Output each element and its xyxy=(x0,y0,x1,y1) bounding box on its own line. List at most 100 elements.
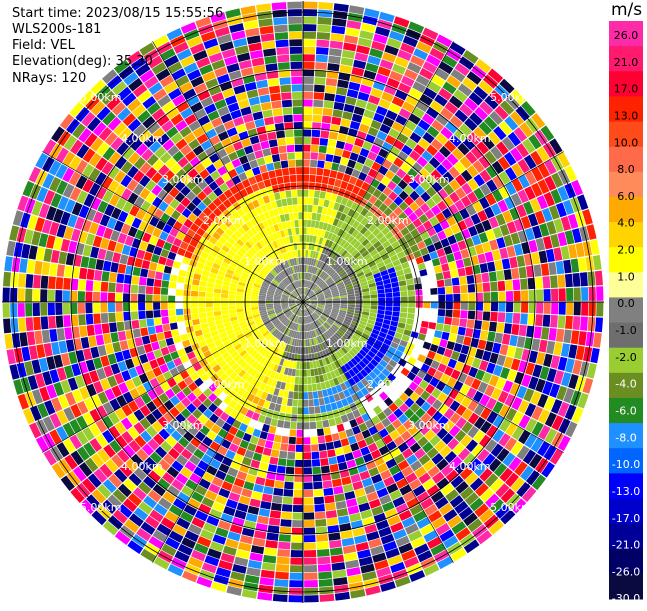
radial-bin xyxy=(289,213,294,220)
radial-bin xyxy=(138,294,145,302)
radial-bin xyxy=(311,145,319,152)
radial-bin xyxy=(105,343,114,354)
radial-bin xyxy=(253,484,264,493)
radial-bin xyxy=(485,252,494,263)
radial-bin xyxy=(332,433,340,441)
radial-bin xyxy=(264,117,274,125)
radial-bin xyxy=(296,445,303,452)
radial-bin xyxy=(465,266,473,275)
radial-bin xyxy=(336,501,347,510)
radial-bin xyxy=(580,272,588,286)
radial-bin xyxy=(303,92,313,99)
radial-bin xyxy=(311,137,319,145)
radial-bin xyxy=(539,340,548,353)
radial-bin xyxy=(443,271,451,279)
radial-bin xyxy=(458,268,466,277)
radial-bin xyxy=(86,314,94,325)
radial-bin xyxy=(265,440,273,448)
radial-bin xyxy=(146,310,154,318)
radial-bin xyxy=(291,543,303,550)
radial-bin xyxy=(536,289,543,301)
start-time-label: Start time: 2023/08/15 15:55:56 xyxy=(12,6,223,22)
radial-bin xyxy=(318,564,331,572)
radial-bin xyxy=(321,466,330,474)
radial-bin xyxy=(269,139,278,147)
radial-bin xyxy=(157,332,165,341)
radial-bin xyxy=(133,267,141,276)
radial-bin xyxy=(513,313,521,324)
radial-bin xyxy=(317,160,325,168)
radial-bin xyxy=(254,530,267,539)
range-ring-label: 3.00km xyxy=(162,419,204,432)
radial-bin xyxy=(277,176,284,184)
radial-bin xyxy=(213,307,220,312)
radial-bin xyxy=(293,205,298,212)
radial-bin xyxy=(169,316,177,323)
radial-bin xyxy=(288,595,303,602)
radial-bin xyxy=(281,160,289,168)
radial-bin xyxy=(297,354,300,361)
radial-bin xyxy=(264,156,273,164)
radial-bin xyxy=(303,355,306,362)
radial-bin xyxy=(275,572,289,580)
radial-bin xyxy=(250,50,263,59)
radial-bin xyxy=(296,160,303,167)
radial-bin xyxy=(593,255,602,270)
radial-bin xyxy=(320,405,326,413)
radial-bin xyxy=(332,109,342,117)
radial-bin xyxy=(504,323,512,334)
radial-bin xyxy=(281,92,292,100)
radial-bin xyxy=(3,303,10,318)
radial-bin xyxy=(490,282,498,292)
radial-bin xyxy=(303,370,307,377)
radial-bin xyxy=(596,302,603,317)
radial-bin xyxy=(298,212,302,219)
radial-bin xyxy=(252,143,261,152)
radial-bin xyxy=(285,130,294,138)
radial-bin xyxy=(377,310,384,315)
radial-bin xyxy=(268,464,277,472)
radial-bin xyxy=(331,26,345,35)
radial-bin xyxy=(289,39,302,46)
radial-bin xyxy=(453,343,462,352)
radial-bin xyxy=(154,318,162,326)
radial-bin xyxy=(546,249,555,262)
radial-bin xyxy=(574,302,581,315)
radial-bin xyxy=(499,344,508,355)
radial-bin xyxy=(314,190,320,198)
radial-bin xyxy=(378,293,385,297)
radial-bin xyxy=(26,274,34,288)
radial-bin xyxy=(336,455,345,464)
radial-bin xyxy=(320,138,329,146)
radial-bin xyxy=(543,289,550,301)
radial-bin xyxy=(300,250,303,257)
radial-bin xyxy=(307,212,312,219)
radial-bin xyxy=(290,558,303,565)
radial-bin xyxy=(281,436,289,444)
radial-bin xyxy=(236,302,243,305)
radial-bin xyxy=(221,294,228,298)
radial-bin xyxy=(400,291,407,296)
radial-bin xyxy=(176,315,184,322)
radial-bin xyxy=(337,80,349,89)
radial-bin xyxy=(303,47,315,54)
radial-bin xyxy=(328,56,341,64)
radial-bin xyxy=(168,295,175,302)
radial-bin xyxy=(504,269,512,280)
radial-bin xyxy=(419,327,427,334)
radial-bin xyxy=(468,284,476,293)
radial-bin xyxy=(206,297,213,302)
radial-bin xyxy=(470,255,479,265)
radial-bin xyxy=(438,295,445,302)
colorbar-tick: -10.0 xyxy=(612,458,640,471)
radial-bin xyxy=(270,178,277,186)
radial-bin xyxy=(303,220,307,227)
radial-bin xyxy=(64,265,72,277)
radial-bin xyxy=(252,57,265,66)
elevation-label: Elevation(deg): 35.30 xyxy=(12,54,153,70)
radial-bin xyxy=(339,431,347,440)
radial-bin xyxy=(463,336,472,346)
radial-bin xyxy=(314,406,320,414)
range-ring-label: 1.00km xyxy=(244,337,286,350)
radial-bin xyxy=(101,313,109,323)
